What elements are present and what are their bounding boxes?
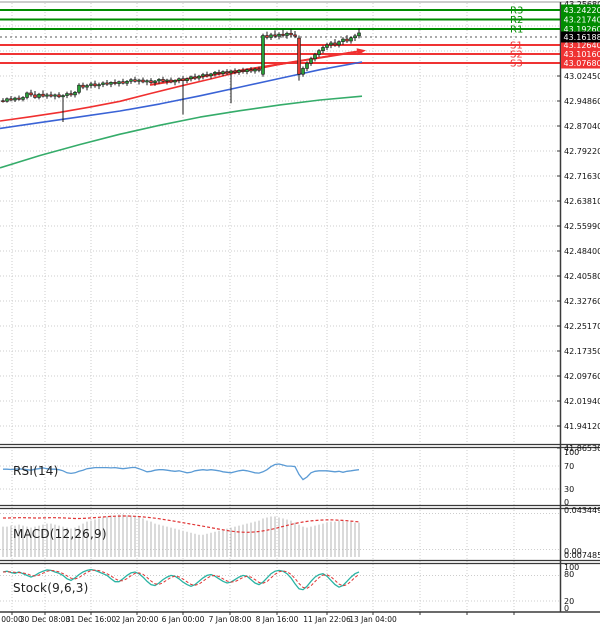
pivot-price-box-r2: 43.21740 bbox=[561, 14, 600, 25]
main-chart-surface[interactable] bbox=[0, 3, 560, 444]
svg-text:2 Jan 20:00: 2 Jan 20:00 bbox=[116, 615, 159, 624]
svg-text:42.25170: 42.25170 bbox=[564, 322, 600, 331]
pivot-label-s1: S1 bbox=[510, 41, 523, 52]
svg-text:20: 20 bbox=[564, 597, 574, 606]
svg-text:30 Dec 08:00: 30 Dec 08:00 bbox=[20, 615, 71, 624]
pivot-price-box-r3: 43.24220 bbox=[561, 4, 600, 16]
svg-text:31 Dec 16:00: 31 Dec 16:00 bbox=[66, 615, 117, 624]
svg-text:11 Jan 22:06: 11 Jan 22:06 bbox=[303, 615, 351, 624]
svg-text:00:00: 00:00 bbox=[1, 615, 23, 624]
svg-text:42.94860: 42.94860 bbox=[564, 97, 600, 106]
svg-text:100: 100 bbox=[564, 448, 579, 457]
stoch-k-line bbox=[2, 568, 360, 591]
ma-slow-line bbox=[0, 95, 363, 169]
svg-text:0.043449: 0.043449 bbox=[564, 506, 600, 515]
svg-text:8 Jan 16:00: 8 Jan 16:00 bbox=[256, 615, 299, 624]
svg-text:42.01940: 42.01940 bbox=[564, 397, 600, 406]
rsi-panel-title: RSI(14) bbox=[13, 464, 59, 478]
pivot-line-r2: R2 bbox=[0, 15, 560, 26]
pivot-price-box-s2: 43.10160 bbox=[561, 48, 600, 60]
price-gridlines bbox=[0, 25, 560, 427]
svg-text:42.09760: 42.09760 bbox=[564, 372, 600, 381]
rsi-axis-labels: 100 70 30 0 bbox=[564, 448, 579, 507]
pivot-label-r2: R2 bbox=[510, 15, 523, 26]
svg-text:42.40580: 42.40580 bbox=[564, 272, 600, 281]
panel-level-lines bbox=[0, 465, 560, 602]
stoch-panel-title: Stock(9,6,3) bbox=[13, 581, 89, 595]
svg-text:43.21740: 43.21740 bbox=[564, 16, 600, 25]
svg-text:6 Jan 00:00: 6 Jan 00:00 bbox=[162, 615, 205, 624]
svg-text:43.24220: 43.24220 bbox=[564, 6, 600, 15]
svg-text:43.19260: 43.19260 bbox=[564, 25, 600, 34]
pivot-label-r3: R3 bbox=[510, 6, 523, 17]
svg-text:0: 0 bbox=[564, 604, 569, 613]
svg-text:42.17350: 42.17350 bbox=[564, 347, 600, 356]
svg-text:0.007485: 0.007485 bbox=[564, 551, 600, 560]
svg-text:43.12640: 43.12640 bbox=[564, 41, 600, 50]
time-gridlines bbox=[11, 3, 515, 611]
svg-text:0: 0 bbox=[564, 498, 569, 507]
rsi-panel-surface[interactable] bbox=[0, 448, 560, 505]
pivot-price-box-s3: 43.07680 bbox=[561, 57, 600, 69]
pivot-line-r1: R1 bbox=[0, 25, 560, 36]
macd-axis-labels: 0.043449 0.000.007485 bbox=[564, 506, 600, 560]
panel-separators bbox=[0, 1, 600, 613]
pivot-label-r1: R1 bbox=[510, 25, 523, 36]
pivot-line-r3: R3 bbox=[0, 6, 560, 17]
pivot-price-box-r1: 43.19260 bbox=[561, 23, 600, 35]
svg-text:43.16188: 43.16188 bbox=[564, 33, 600, 42]
svg-text:0.00: 0.00 bbox=[564, 547, 582, 556]
pivot-line-s2: S2 bbox=[0, 50, 560, 61]
svg-text:43.10160: 43.10160 bbox=[564, 50, 600, 59]
svg-text:42.79220: 42.79220 bbox=[564, 147, 600, 156]
svg-text:42.32760: 42.32760 bbox=[564, 297, 600, 306]
svg-text:42.63810: 42.63810 bbox=[564, 197, 600, 206]
candlestick-series bbox=[1, 28, 361, 122]
svg-text:7 Jan 08:00: 7 Jan 08:00 bbox=[209, 615, 252, 624]
svg-text:70: 70 bbox=[564, 462, 574, 471]
pivot-price-box-s1: 43.12640 bbox=[561, 39, 600, 51]
pivot-line-s1: S1 bbox=[0, 41, 560, 52]
time-axis-labels: 00:0030 Dec 08:0031 Dec 16:002 Jan 20:00… bbox=[1, 612, 515, 624]
stoch-axis-labels: 10080 200 bbox=[564, 563, 579, 613]
macd-panel-title: MACD(12,26,9) bbox=[13, 527, 107, 541]
price-axis-labels: 43.02450 42.94860 42.87040 42.79220 42.71630… bbox=[557, 0, 600, 453]
stoch-d-line bbox=[2, 569, 360, 589]
svg-text:43.02450: 43.02450 bbox=[564, 72, 600, 81]
svg-text:42.87040: 42.87040 bbox=[564, 122, 600, 131]
pivot-label-s3: S3 bbox=[510, 59, 523, 70]
svg-text:41.86530: 41.86530 bbox=[564, 444, 600, 453]
svg-text:13 Jan 04:00: 13 Jan 04:00 bbox=[349, 615, 397, 624]
svg-text:41.94120: 41.94120 bbox=[564, 422, 600, 431]
svg-text:80: 80 bbox=[564, 570, 574, 579]
svg-text:30: 30 bbox=[564, 485, 574, 494]
svg-text:42.71630: 42.71630 bbox=[564, 172, 600, 181]
svg-text:100: 100 bbox=[564, 563, 579, 572]
price-axis-surface[interactable] bbox=[561, 0, 600, 613]
svg-text:42.48400: 42.48400 bbox=[564, 247, 600, 256]
pivot-line-s3: S3 bbox=[0, 59, 560, 70]
time-axis-surface[interactable] bbox=[0, 613, 600, 630]
rsi-line bbox=[3, 463, 360, 481]
macd-histogram bbox=[2, 514, 360, 557]
pivot-label-s2: S2 bbox=[510, 50, 523, 61]
current-price-box: 43.16188 bbox=[561, 31, 600, 43]
svg-text:42.55990: 42.55990 bbox=[564, 222, 600, 231]
svg-text:43.07680: 43.07680 bbox=[564, 59, 600, 68]
